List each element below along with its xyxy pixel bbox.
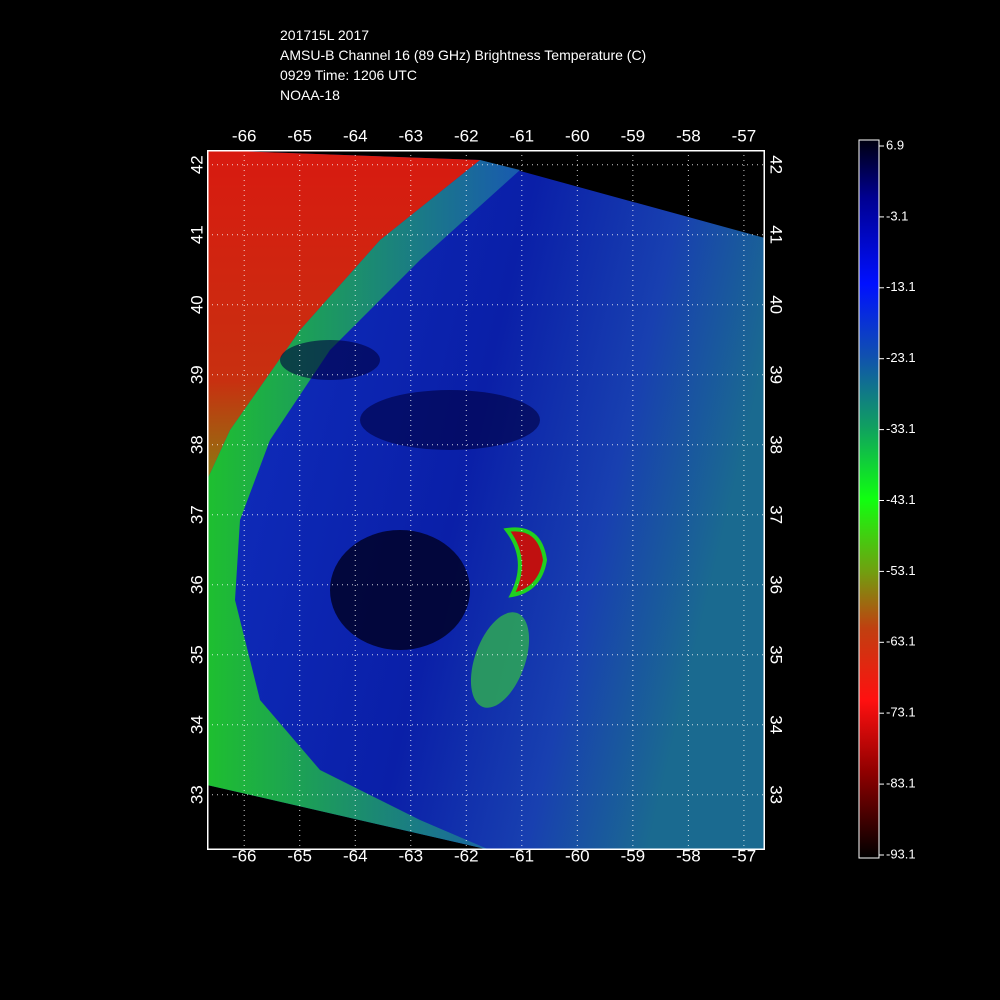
colorbar-tick-label: -63.1 (886, 634, 916, 649)
y-tick-label-left: 42 (187, 155, 206, 174)
y-tick-label-right: 38 (767, 435, 786, 454)
x-tick-label-top: -62 (454, 126, 479, 145)
x-tick-label-top: -66 (232, 126, 257, 145)
title-line: 0929 Time: 1206 UTC (280, 67, 417, 83)
x-tick-label-top: -61 (510, 126, 535, 145)
y-tick-label-left: 41 (187, 225, 206, 244)
y-tick-label-left: 34 (187, 715, 206, 734)
colorbar-tick-label: -13.1 (886, 279, 916, 294)
y-tick-label-left: 33 (187, 785, 206, 804)
y-tick-label-left: 40 (187, 295, 206, 314)
title-line: AMSU-B Channel 16 (89 GHz) Brightness Te… (280, 47, 646, 63)
colorbar-tick-label: 6.9 (886, 137, 904, 152)
x-tick-label-bottom: -58 (676, 846, 701, 865)
y-tick-label-right: 42 (767, 155, 786, 174)
x-tick-label-bottom: -66 (232, 846, 257, 865)
x-tick-label-top: -65 (287, 126, 312, 145)
y-tick-label-right: 41 (767, 225, 786, 244)
y-tick-label-right: 40 (767, 295, 786, 314)
colorbar (858, 139, 880, 859)
x-tick-label-top: -63 (398, 126, 423, 145)
y-tick-label-right: 34 (767, 715, 786, 734)
x-tick-label-top: -58 (676, 126, 701, 145)
y-tick-label-left: 38 (187, 435, 206, 454)
colorbar-tick-label: -43.1 (886, 492, 916, 507)
colorbar-tick-label: -73.1 (886, 705, 916, 720)
colorbar-tick-label: -83.1 (886, 776, 916, 791)
y-tick-label-left: 36 (187, 575, 206, 594)
x-tick-label-bottom: -59 (621, 846, 646, 865)
y-tick-label-right: 36 (767, 575, 786, 594)
x-tick-label-top: -59 (621, 126, 646, 145)
y-tick-label-left: 39 (187, 365, 206, 384)
x-tick-label-top: -64 (343, 126, 368, 145)
colorbar-tick-label: -53.1 (886, 563, 916, 578)
satellite-imagery (207, 150, 765, 850)
title-line: 201715L 2017 (280, 27, 369, 43)
x-tick-label-bottom: -62 (454, 846, 479, 865)
x-tick-label-bottom: -63 (398, 846, 423, 865)
title-line: NOAA-18 (280, 87, 340, 103)
y-tick-label-right: 39 (767, 365, 786, 384)
colorbar-tick-label: -3.1 (886, 208, 908, 223)
x-tick-label-bottom: -64 (343, 846, 368, 865)
x-tick-label-bottom: -57 (732, 846, 757, 865)
y-tick-label-left: 35 (187, 645, 206, 664)
colorbar-tick-label: -23.1 (886, 350, 916, 365)
colorbar-tick-label: -33.1 (886, 421, 916, 436)
x-tick-label-bottom: -60 (565, 846, 590, 865)
x-tick-label-top: -60 (565, 126, 590, 145)
x-tick-label-bottom: -61 (510, 846, 535, 865)
colorbar-tick-label: -93.1 (886, 846, 916, 861)
y-tick-label-right: 33 (767, 785, 786, 804)
y-tick-label-right: 37 (767, 505, 786, 524)
y-tick-label-left: 37 (187, 505, 206, 524)
x-tick-label-top: -57 (732, 126, 757, 145)
y-tick-label-right: 35 (767, 645, 786, 664)
x-tick-label-bottom: -65 (287, 846, 312, 865)
